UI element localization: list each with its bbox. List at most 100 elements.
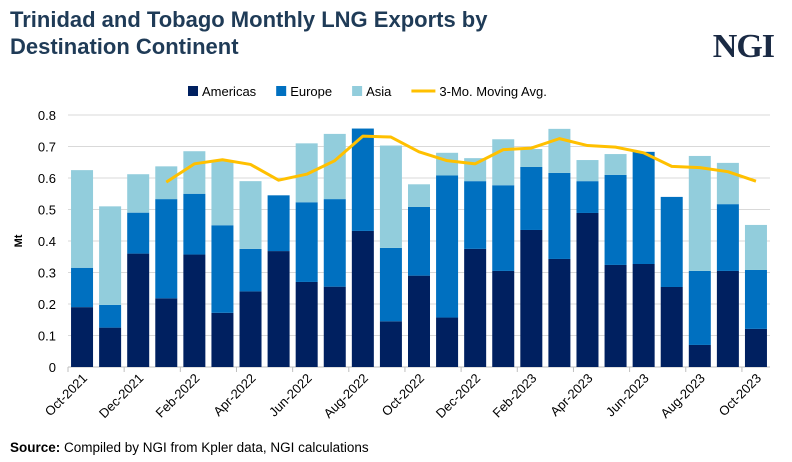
bar-asia xyxy=(71,170,94,268)
bar-europe xyxy=(464,181,487,249)
bar-europe xyxy=(71,267,94,308)
x-tick-label: Feb-2022 xyxy=(153,371,203,421)
y-axis-label: Mt xyxy=(13,234,25,247)
bar-americas xyxy=(267,251,290,367)
x-tick-label: Jun-2023 xyxy=(603,371,652,420)
bar-europe xyxy=(99,304,122,328)
bar-americas xyxy=(688,344,711,367)
bar-americas xyxy=(155,298,178,367)
bar-europe xyxy=(436,175,459,318)
legend-label: Americas xyxy=(202,84,257,99)
bar-europe xyxy=(660,196,683,287)
y-tick-label: 0.2 xyxy=(38,297,56,312)
y-tick-label: 0 xyxy=(49,360,56,375)
bar-europe xyxy=(183,193,206,255)
bar-asia xyxy=(548,128,571,173)
bar-asia xyxy=(239,181,262,249)
source-note: Source: Compiled by NGI from Kpler data,… xyxy=(10,440,369,455)
x-tick-label: Oct-2021 xyxy=(42,371,90,419)
bar-americas xyxy=(239,291,262,367)
bar-asia xyxy=(323,133,346,200)
bar-europe xyxy=(295,202,318,282)
bar-americas xyxy=(183,254,206,367)
bar-americas xyxy=(604,264,627,367)
bar-europe xyxy=(155,199,178,299)
y-tick-label: 0.3 xyxy=(38,266,56,281)
chart-svg: 0 0.1 0.2 0.3 0.4 0.5 0.6 0.7 0.8 Mt Oct-2021 Dec-2… xyxy=(13,84,770,421)
bar-americas xyxy=(127,253,150,367)
bar-asia xyxy=(492,139,515,186)
bar-asia xyxy=(604,154,627,175)
bar-asia xyxy=(183,151,206,194)
bar-asia xyxy=(155,166,178,200)
bar-americas xyxy=(520,229,543,367)
bar-europe xyxy=(548,172,571,259)
bar-americas xyxy=(464,248,487,367)
bar-americas xyxy=(744,328,767,367)
x-tick-label: Aug-2023 xyxy=(657,371,707,421)
bar-asia xyxy=(436,152,459,176)
bar-europe xyxy=(408,206,430,276)
bar-asia xyxy=(99,206,122,305)
bar-americas xyxy=(548,258,571,367)
bar-americas xyxy=(408,275,430,367)
bar-americas xyxy=(99,327,122,367)
bar-americas xyxy=(632,263,655,367)
bar-europe xyxy=(323,199,346,287)
x-tick-label: Oct-2023 xyxy=(716,371,764,419)
bar-asia xyxy=(520,149,543,167)
bar-europe xyxy=(379,247,402,322)
x-tick-label: Dec-2022 xyxy=(433,371,483,421)
y-tick-label: 0.7 xyxy=(38,140,56,155)
bar-europe xyxy=(520,166,543,230)
bar-americas xyxy=(716,270,739,367)
bar-americas xyxy=(576,212,599,367)
x-tick-label: Oct-2022 xyxy=(379,371,427,419)
x-tick-label: Apr-2023 xyxy=(547,371,595,419)
bar-americas xyxy=(71,307,94,367)
y-tick-label: 0.1 xyxy=(38,329,56,344)
source-label: Source: xyxy=(10,440,61,455)
legend-swatch-americas xyxy=(188,86,198,96)
y-tick-label: 0.6 xyxy=(38,171,56,186)
chart-title: Trinidad and Tobago Monthly LNG Exports … xyxy=(10,7,488,59)
bar-asia xyxy=(379,145,402,248)
legend-swatch-asia xyxy=(352,86,363,96)
y-tick-label: 0.4 xyxy=(38,234,56,249)
bar-europe xyxy=(267,195,290,252)
bar-europe xyxy=(492,185,515,271)
bar-europe xyxy=(716,204,739,271)
bar-europe xyxy=(604,174,627,265)
bar-europe xyxy=(211,225,234,313)
source-text: Compiled by NGI from Kpler data, NGI cal… xyxy=(60,440,369,455)
bar-europe xyxy=(576,181,599,213)
bar-europe xyxy=(351,128,374,231)
bar-europe xyxy=(744,269,767,329)
bar-asia xyxy=(127,174,150,213)
bar-asia xyxy=(576,160,599,182)
y-tick-label: 0.8 xyxy=(38,108,56,123)
bar-americas xyxy=(492,270,515,367)
bar-europe xyxy=(688,270,711,345)
bar-asia xyxy=(688,155,711,271)
bar-asia xyxy=(211,160,234,226)
bar-asia xyxy=(744,224,767,270)
moving-average-line xyxy=(165,134,757,184)
x-tick-label: Jun-2022 xyxy=(266,371,315,420)
legend-swatch-europe xyxy=(276,86,287,96)
bar-americas xyxy=(660,286,683,367)
bar-americas xyxy=(323,286,346,367)
bar-americas xyxy=(211,312,234,367)
x-tick-label: Apr-2022 xyxy=(210,371,258,419)
y-tick-label: 0.5 xyxy=(38,203,56,218)
bar-europe xyxy=(632,151,655,264)
legend-label: 3-Mo. Moving Avg. xyxy=(439,84,546,99)
bar-europe xyxy=(239,248,262,292)
bar-asia xyxy=(408,184,430,207)
legend-label: Europe xyxy=(290,84,332,99)
x-tick-label: Feb-2023 xyxy=(489,371,539,421)
bar-americas xyxy=(351,230,374,367)
x-tick-label: Aug-2022 xyxy=(320,371,370,421)
bar-americas xyxy=(295,281,318,367)
